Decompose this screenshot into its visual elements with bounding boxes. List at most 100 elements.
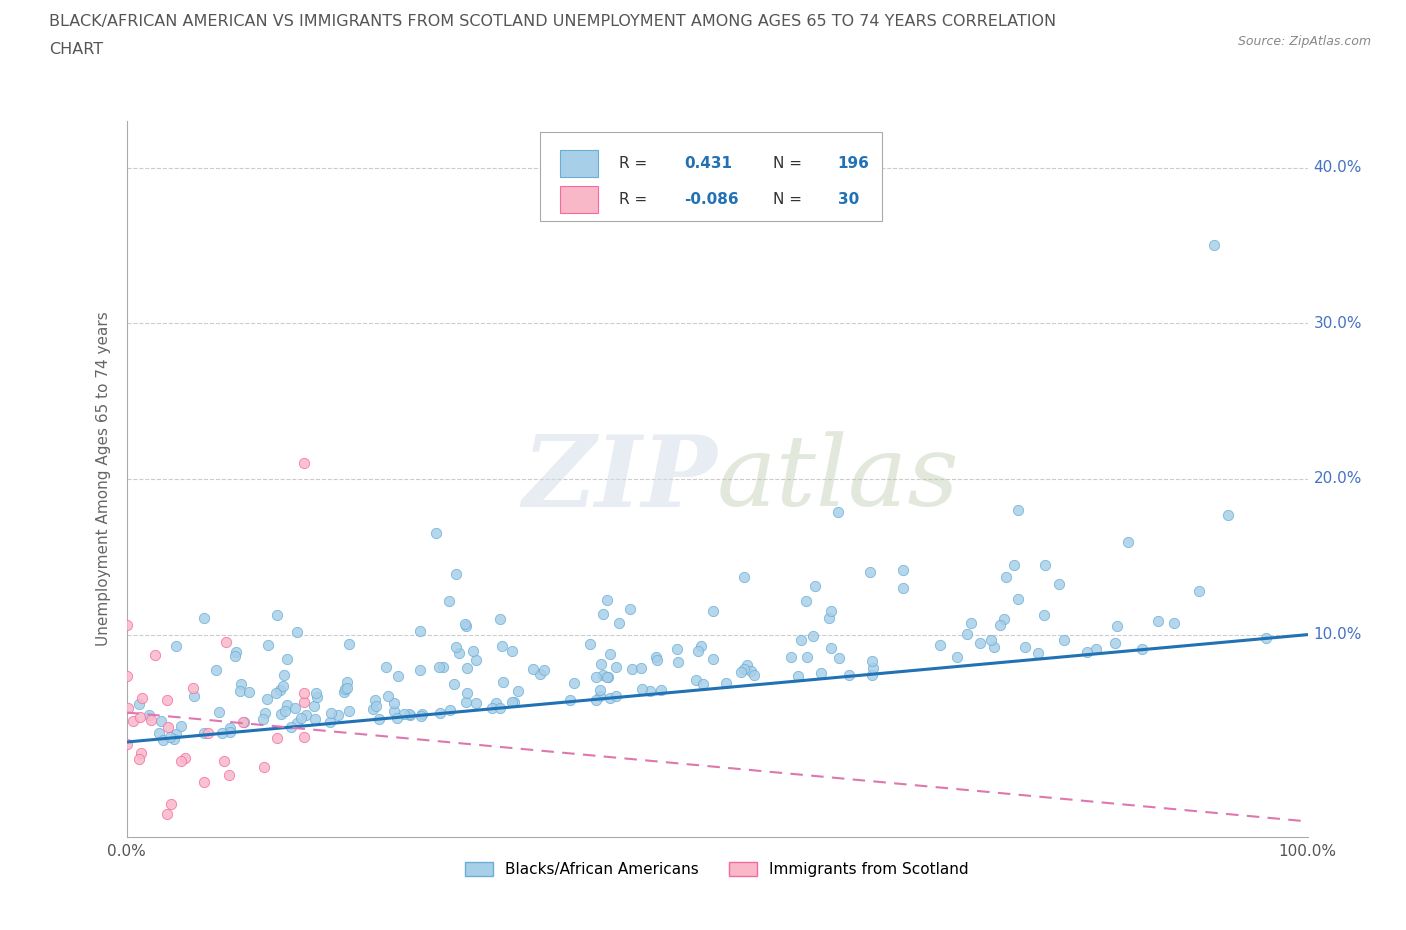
Point (326, 708, 349, 723)
Point (456, 660, 478, 675)
Point (740, 663, 762, 678)
Text: ZIP: ZIP (522, 431, 717, 527)
Point (159, 730, 181, 745)
Point (269, 682, 291, 697)
Point (1216, 507, 1239, 522)
Point (165, 726, 187, 741)
Point (596, 670, 619, 684)
Point (387, 669, 409, 684)
Point (181, 681, 204, 696)
Point (232, 714, 254, 729)
Point (702, 604, 724, 618)
Point (336, 681, 359, 696)
Point (377, 689, 399, 704)
Point (229, 684, 252, 698)
Point (115, 618, 138, 632)
Point (464, 696, 486, 711)
Point (1147, 614, 1170, 629)
Point (827, 504, 849, 519)
Point (276, 698, 298, 713)
Point (183, 688, 205, 703)
Point (156, 806, 179, 821)
Point (591, 657, 613, 671)
Point (820, 641, 842, 656)
Point (115, 737, 138, 751)
Point (121, 713, 143, 728)
Point (285, 625, 308, 640)
Point (285, 715, 308, 730)
Point (1107, 618, 1129, 633)
Text: CHART: CHART (49, 42, 103, 57)
Point (796, 649, 818, 664)
Point (780, 650, 803, 665)
Point (443, 676, 465, 691)
Point (742, 667, 765, 682)
Point (1035, 558, 1057, 573)
Point (411, 707, 433, 722)
Point (558, 693, 581, 708)
Point (564, 675, 586, 690)
Point (143, 647, 166, 662)
Point (838, 668, 860, 683)
Point (398, 707, 420, 722)
Point (645, 653, 668, 668)
Point (337, 704, 360, 719)
FancyBboxPatch shape (560, 151, 598, 178)
Text: Source: ZipAtlas.com: Source: ZipAtlas.com (1237, 35, 1371, 48)
Point (733, 661, 755, 676)
Point (253, 706, 276, 721)
Point (817, 611, 839, 626)
Point (859, 565, 882, 579)
Point (1084, 641, 1107, 656)
Point (1163, 616, 1185, 631)
Point (508, 684, 530, 698)
Point (392, 707, 415, 722)
Point (993, 612, 1015, 627)
Point (621, 662, 644, 677)
Point (605, 659, 627, 674)
Point (165, 638, 187, 653)
Point (219, 720, 242, 735)
Point (266, 607, 288, 622)
Point (1053, 632, 1076, 647)
Point (503, 695, 526, 710)
Point (131, 691, 153, 706)
Point (1076, 644, 1098, 659)
Point (891, 563, 914, 578)
Point (163, 732, 186, 747)
Point (790, 632, 813, 647)
Point (607, 616, 630, 631)
Point (650, 683, 672, 698)
Text: R =: R = (619, 156, 647, 171)
Point (820, 604, 842, 618)
Point (425, 526, 447, 541)
Point (148, 725, 170, 740)
Point (408, 624, 430, 639)
Point (665, 642, 688, 657)
Point (208, 704, 231, 719)
Point (128, 751, 150, 766)
Point (579, 636, 602, 651)
Point (1188, 584, 1211, 599)
Point (264, 685, 287, 700)
Text: N =: N = (772, 156, 801, 171)
Point (945, 649, 967, 664)
Point (270, 706, 292, 721)
Point (794, 593, 817, 608)
Point (215, 635, 238, 650)
Point (638, 684, 661, 698)
Point (1026, 645, 1049, 660)
Point (336, 675, 359, 690)
Text: 0.431: 0.431 (683, 156, 733, 171)
Point (619, 602, 641, 617)
Point (969, 635, 991, 650)
Point (685, 672, 707, 687)
Point (193, 610, 215, 625)
Point (501, 644, 523, 658)
Point (224, 649, 246, 664)
Point (193, 775, 215, 790)
Point (276, 652, 298, 667)
Point (174, 751, 197, 765)
Point (449, 645, 471, 660)
Point (302, 699, 325, 714)
